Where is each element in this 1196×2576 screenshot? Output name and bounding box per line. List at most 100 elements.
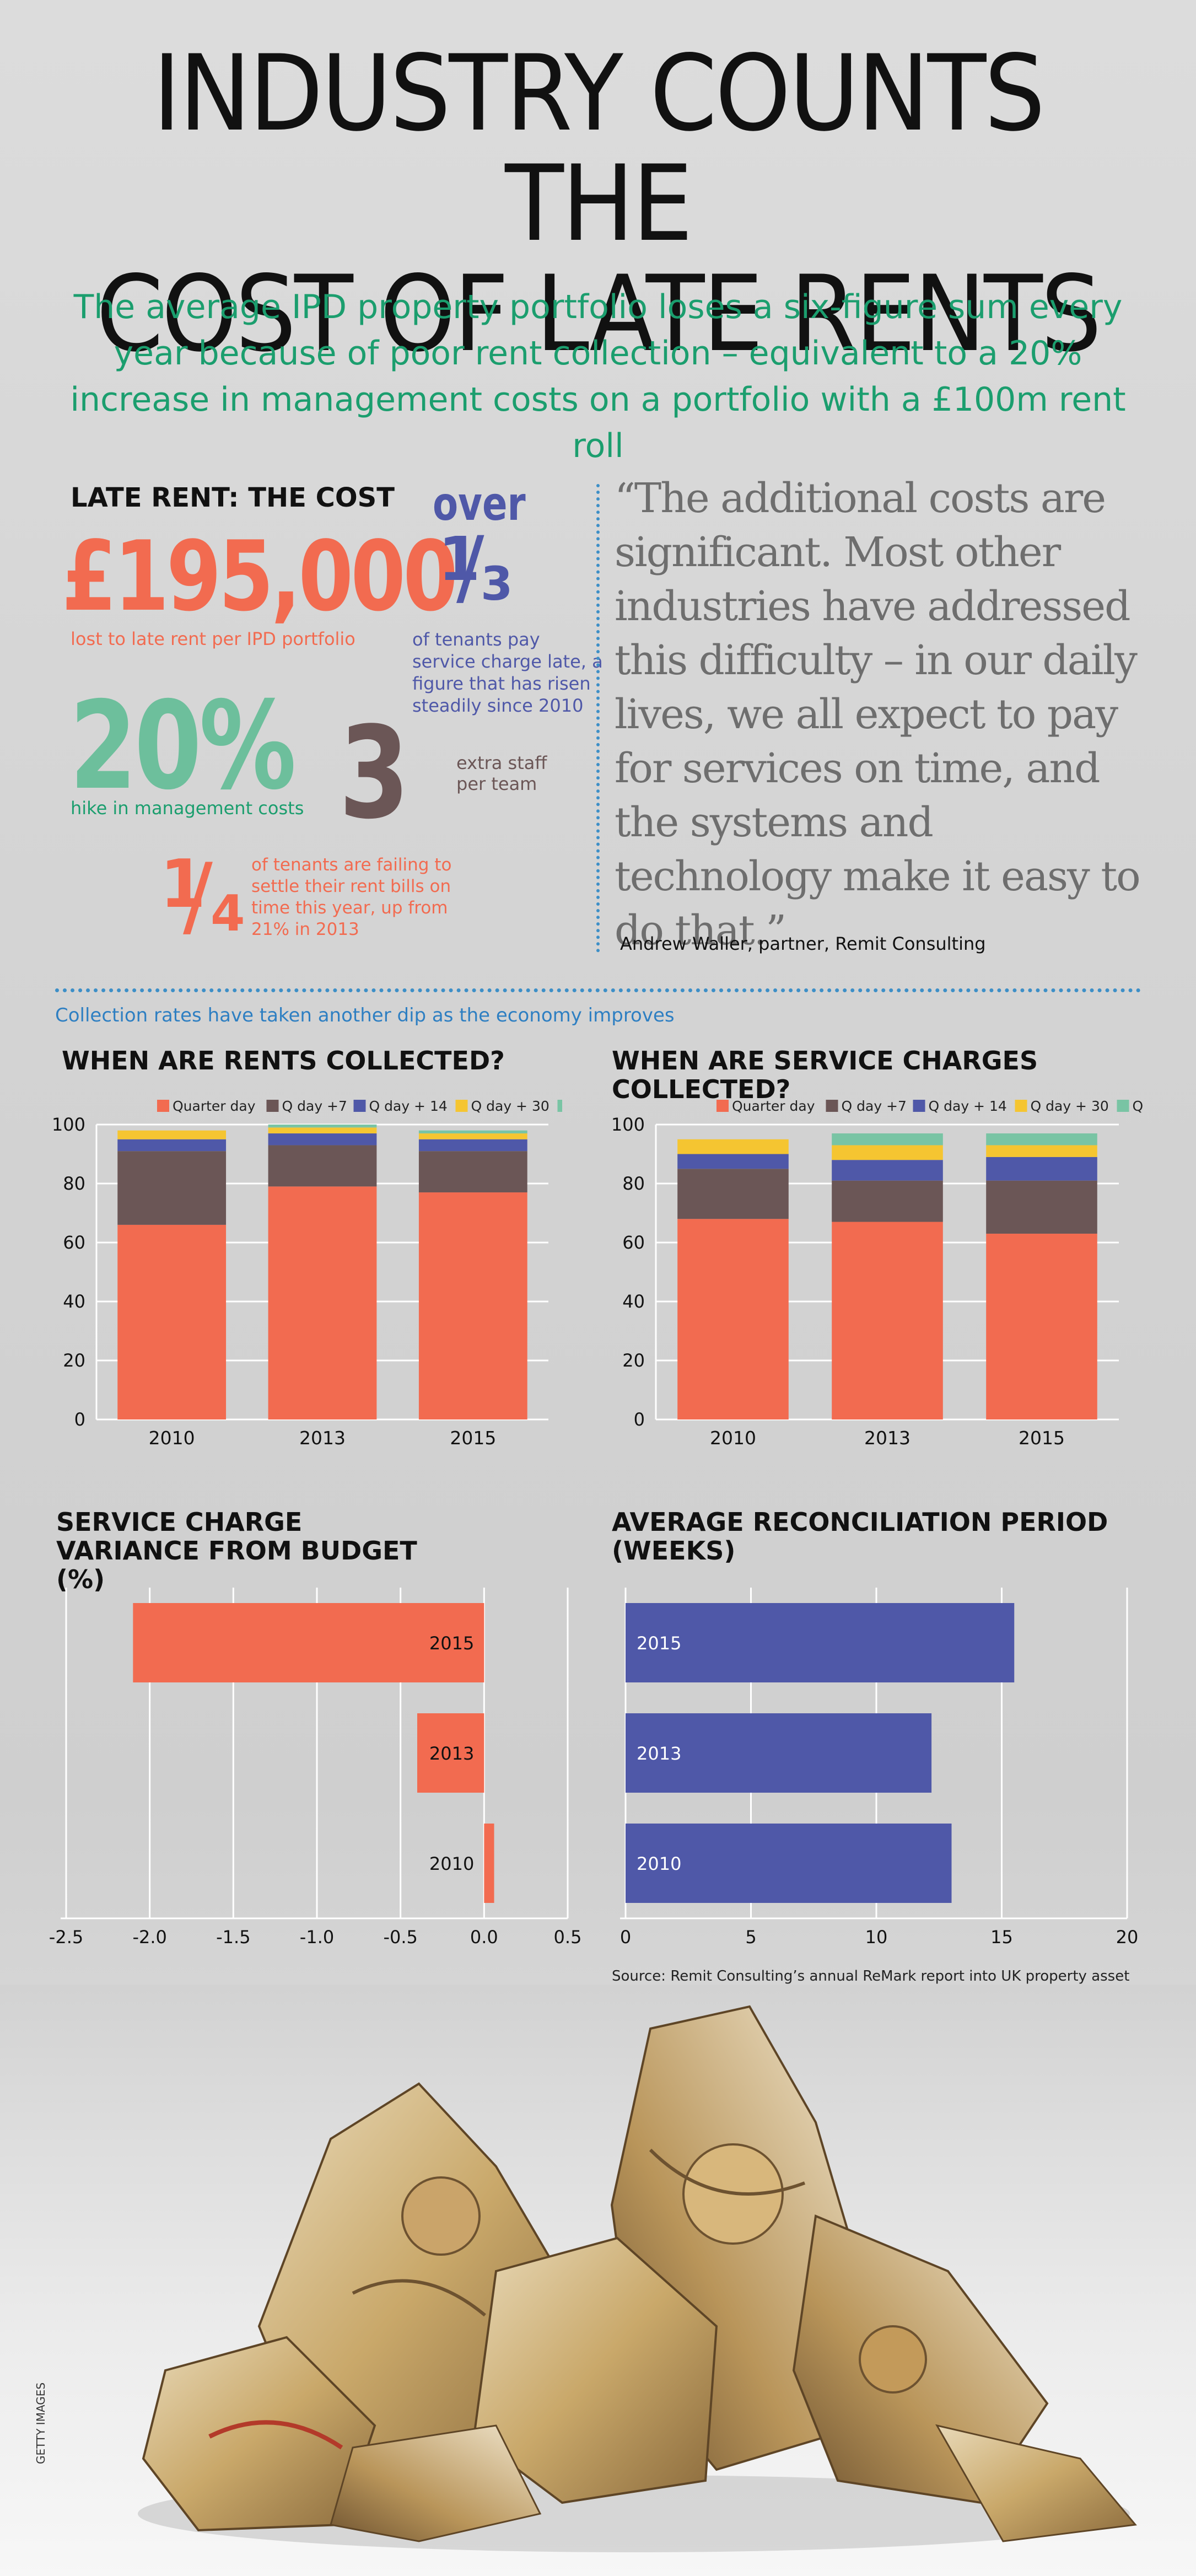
bar: [626, 1713, 932, 1793]
bar-segment: [268, 1186, 377, 1419]
x-tick-label: 0.5: [554, 1927, 582, 1948]
bar-segment: [418, 1192, 527, 1419]
reconciliation-chart-title: AVERAGE RECONCILIATION PERIOD (WEEKS): [612, 1507, 1108, 1566]
vertical-divider: [596, 484, 600, 953]
variance-plot-area: -2.5 -2.0 -1.5 -1.0 -0.5 0.0 0.5 2015 2013 2010: [49, 1588, 582, 1948]
third-caption: of tenants pay service charge late, a fi…: [412, 629, 603, 716]
bar-segment: [418, 1151, 527, 1193]
legend-label: Q day + 120: [1133, 1098, 1144, 1114]
y-tick-label: 80: [622, 1173, 645, 1194]
x-tick-label: 0: [620, 1927, 631, 1948]
bar-segment: [677, 1169, 789, 1219]
legend-swatch: [157, 1100, 169, 1112]
legend-label: Q day + 14: [369, 1098, 448, 1114]
bar: [484, 1824, 494, 1903]
service-charges-stacked-bar-chart: Quarter day Q day +7 Q day + 14 Q day + 30 Q…: [611, 1098, 1144, 1449]
x-tick-label: 2015: [450, 1427, 496, 1449]
y-tick-label: 60: [622, 1232, 645, 1253]
y-tick-label: 40: [622, 1291, 645, 1312]
x-tick-label: -1.5: [216, 1927, 250, 1948]
bar-segment: [117, 1151, 227, 1225]
staff-caption: extra staff per team: [456, 752, 547, 794]
x-tick-label: 2010: [149, 1427, 195, 1449]
pull-quote: “The additional costs are significant. M…: [615, 475, 1141, 954]
collection-caption: Collection rates have taken another dip …: [55, 1004, 675, 1026]
rents-chart-title: WHEN ARE RENTS COLLECTED?: [62, 1046, 505, 1075]
y-tick-label: 60: [63, 1232, 85, 1253]
y-tick-label: 0: [74, 1409, 85, 1430]
one-quarter-fraction: 1 / 4: [160, 844, 245, 956]
legend-swatch: [716, 1100, 729, 1112]
x-tick-label: 2010: [710, 1427, 756, 1449]
y-tick-label: 0: [634, 1409, 645, 1430]
legend-swatch: [826, 1100, 838, 1112]
legend-swatch: [913, 1100, 925, 1112]
legend-swatch: [557, 1100, 562, 1112]
legend-label: Quarter day: [173, 1098, 256, 1114]
bar-segment: [986, 1133, 1097, 1146]
bar-segment: [268, 1133, 377, 1146]
staff-value: 3: [339, 700, 410, 847]
photo-credit: GETTY IMAGES: [34, 2382, 47, 2464]
fraction-slash: /: [183, 844, 213, 947]
y-tick-label: 20: [622, 1350, 645, 1371]
x-tick-label: 2015: [1019, 1427, 1065, 1449]
y-tick-label: 100: [611, 1114, 645, 1135]
x-tick-label: 20: [1116, 1927, 1139, 1948]
legend-swatch: [266, 1100, 279, 1112]
legend-label: Q day + 30: [471, 1098, 549, 1114]
bar-segment: [268, 1125, 377, 1128]
x-tick-label: 2013: [864, 1427, 911, 1449]
subtitle: The average IPD property portfolio loses…: [70, 288, 1126, 465]
title-line-1: INDUSTRY COUNTS THE: [152, 33, 1046, 265]
bar-segment: [117, 1130, 227, 1139]
hike-caption: hike in management costs: [71, 798, 304, 819]
lost-caption: lost to late rent per IPD portfolio: [71, 628, 355, 649]
hike-value: 20%: [69, 675, 297, 816]
bar-segment: [986, 1233, 1097, 1419]
bar-category-label: 2013: [637, 1743, 681, 1764]
bar-segment: [986, 1180, 1097, 1234]
over-label: over: [433, 477, 526, 531]
bar-segment: [832, 1180, 943, 1222]
bar-segment: [986, 1145, 1097, 1157]
y-tick-label: 20: [63, 1350, 85, 1371]
bar-category-label: 2013: [429, 1743, 474, 1764]
bar-segment: [117, 1139, 227, 1152]
reconciliation-plot-area: 0 5 10 15 20 2015 2013 2010: [620, 1588, 1139, 1948]
x-tick-label: 0.0: [470, 1927, 498, 1948]
bar-category-label: 2010: [429, 1853, 474, 1874]
fraction-denominator: 4: [211, 885, 245, 943]
legend-swatch: [353, 1100, 366, 1112]
rents-plot-area: 0 20 40 60 80 100 2010 2013 2015: [52, 1114, 548, 1449]
bar-segment: [418, 1133, 527, 1139]
bar-segment: [832, 1145, 943, 1160]
bar-category-label: 2010: [637, 1853, 681, 1874]
legend-swatch: [1117, 1100, 1129, 1112]
legend-label: Q day + 30: [1031, 1098, 1109, 1114]
bar-segment: [986, 1157, 1097, 1181]
reconciliation-horizontal-bar-chart: 0 5 10 15 20 2015 2013 2010: [620, 1588, 1139, 1948]
bar: [133, 1603, 484, 1682]
legend-label: Q day +7: [842, 1098, 907, 1114]
bar-segment: [418, 1139, 527, 1152]
bar-segment: [677, 1139, 789, 1154]
bar-category-label: 2015: [637, 1633, 681, 1654]
bar-segment: [832, 1222, 943, 1419]
legend-label: Quarter day: [732, 1098, 815, 1114]
crumpled-banknotes-photo: [0, 1985, 1196, 2576]
fraction-numerator: 1: [438, 524, 481, 594]
bar-category-label: 2015: [429, 1633, 474, 1654]
bar-segment: [832, 1160, 943, 1181]
variance-chart-title: SERVICE CHARGE VARIANCE FROM BUDGET (%): [56, 1507, 417, 1594]
quarter-caption: of tenants are failing to settle their r…: [251, 855, 452, 939]
x-tick-label: 2013: [299, 1427, 346, 1449]
lost-value: £195,000: [62, 521, 458, 633]
bar: [626, 1824, 952, 1903]
quote-attribution: Andrew Waller, partner, Remit Consulting: [620, 933, 986, 954]
x-tick-label: -2.5: [49, 1927, 83, 1948]
legend-swatch: [455, 1100, 468, 1112]
x-tick-label: 15: [990, 1927, 1013, 1948]
